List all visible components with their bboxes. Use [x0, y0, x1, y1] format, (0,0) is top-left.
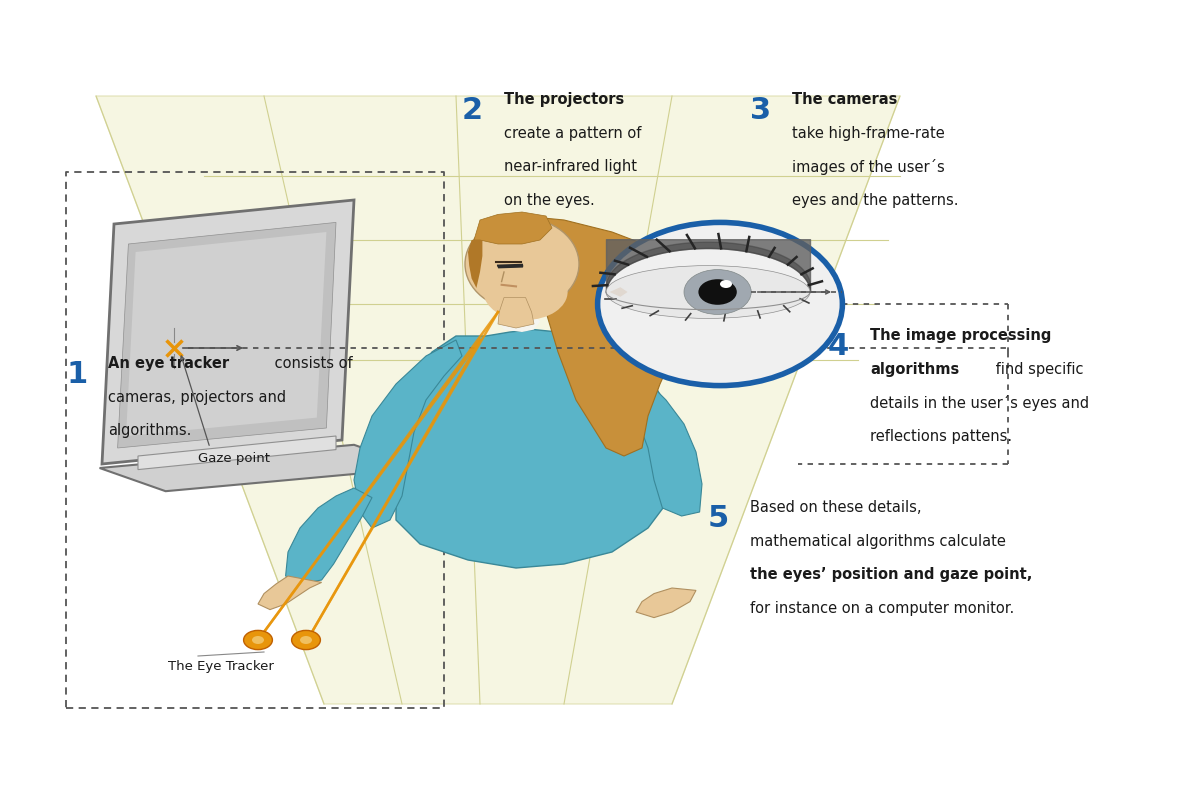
Text: 4: 4: [828, 332, 850, 361]
Circle shape: [684, 270, 751, 314]
Text: details in the user´s eyes and: details in the user´s eyes and: [870, 395, 1090, 411]
Circle shape: [720, 280, 732, 288]
Text: 3: 3: [750, 96, 772, 125]
Text: the eyes’ position and gaze point,: the eyes’ position and gaze point,: [750, 567, 1032, 582]
Polygon shape: [96, 96, 900, 704]
Polygon shape: [354, 340, 462, 528]
Text: near-infrared light: near-infrared light: [504, 159, 637, 174]
Ellipse shape: [606, 266, 810, 318]
Text: 5: 5: [708, 504, 730, 533]
Text: for instance on a computer monitor.: for instance on a computer monitor.: [750, 601, 1014, 616]
Text: The cameras: The cameras: [792, 92, 898, 107]
Text: 1: 1: [66, 360, 88, 389]
Polygon shape: [474, 212, 552, 244]
Circle shape: [698, 279, 737, 305]
Polygon shape: [102, 200, 354, 464]
Polygon shape: [138, 436, 336, 470]
Circle shape: [300, 636, 312, 644]
Text: create a pattern of: create a pattern of: [504, 126, 641, 141]
Text: on the eyes.: on the eyes.: [504, 193, 595, 208]
Circle shape: [292, 630, 320, 650]
Polygon shape: [396, 330, 678, 568]
Text: images of the user´s: images of the user´s: [792, 159, 944, 175]
Text: The Eye Tracker: The Eye Tracker: [168, 660, 274, 673]
Polygon shape: [492, 216, 684, 456]
Text: cameras, projectors and: cameras, projectors and: [108, 390, 286, 405]
Circle shape: [598, 222, 842, 386]
Text: Gaze point: Gaze point: [198, 452, 270, 465]
Ellipse shape: [466, 218, 580, 310]
Polygon shape: [126, 232, 326, 436]
Text: take high-frame-rate: take high-frame-rate: [792, 126, 944, 141]
Text: reflections pattens.: reflections pattens.: [870, 429, 1012, 444]
Polygon shape: [636, 588, 696, 618]
Polygon shape: [498, 298, 534, 328]
Polygon shape: [498, 312, 540, 332]
Text: Based on these details,: Based on these details,: [750, 500, 922, 515]
Text: 2: 2: [462, 96, 484, 125]
Text: mathematical algorithms calculate: mathematical algorithms calculate: [750, 534, 1006, 549]
Polygon shape: [118, 222, 336, 448]
Polygon shape: [100, 445, 420, 491]
Polygon shape: [610, 287, 628, 297]
Text: algorithms.: algorithms.: [108, 423, 191, 438]
Text: algorithms: algorithms: [870, 362, 959, 377]
Text: find specific: find specific: [991, 362, 1084, 377]
Text: eyes and the patterns.: eyes and the patterns.: [792, 193, 959, 208]
Circle shape: [252, 636, 264, 644]
Polygon shape: [468, 240, 482, 288]
Text: An eye tracker: An eye tracker: [108, 356, 229, 371]
Text: consists of: consists of: [270, 356, 353, 371]
Polygon shape: [578, 340, 702, 516]
Text: The image processing: The image processing: [870, 328, 1051, 343]
Circle shape: [244, 630, 272, 650]
Polygon shape: [286, 488, 372, 584]
Polygon shape: [258, 576, 322, 610]
Ellipse shape: [484, 264, 568, 320]
Text: The projectors: The projectors: [504, 92, 624, 107]
